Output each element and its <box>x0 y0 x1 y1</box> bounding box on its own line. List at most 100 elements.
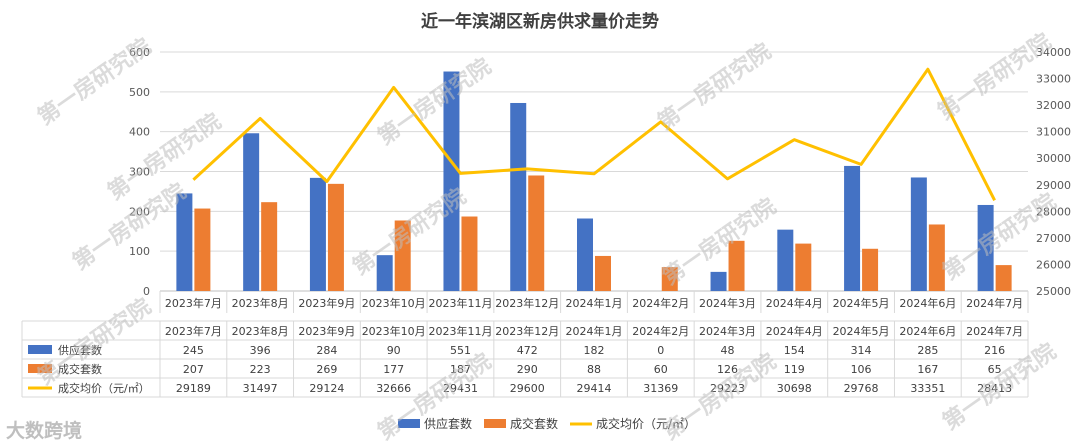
y-left-tick-label: 400 <box>129 126 150 139</box>
x-tick-label: 2023年11月 <box>428 296 492 310</box>
y-right-tick-label: 27000 <box>1036 232 1071 245</box>
bar-deals <box>862 248 879 291</box>
bar-deals <box>928 224 945 291</box>
table-cell: 207 <box>183 363 204 376</box>
x-tick-label: 2023年7月 <box>165 296 222 310</box>
table-cell: 32666 <box>376 382 411 395</box>
table-cell: 290 <box>517 363 538 376</box>
table-cell: 30698 <box>777 382 812 395</box>
table-cell: 29600 <box>510 382 545 395</box>
table-cell: 167 <box>917 363 938 376</box>
table-cell: 29189 <box>176 382 211 395</box>
table-row-label: 成交均价（元/㎡） <box>58 381 150 395</box>
table-cell: 119 <box>784 363 805 376</box>
table-legend-key <box>28 364 52 373</box>
table-cell: 29223 <box>710 382 745 395</box>
table-row-label: 成交套数 <box>58 362 102 376</box>
table-cell: 187 <box>450 363 471 376</box>
bar-supply <box>977 204 994 291</box>
table-cell: 177 <box>383 363 404 376</box>
bar-deals <box>661 267 678 291</box>
table-cell: 0 <box>657 344 664 357</box>
y-right-tick-label: 25000 <box>1036 285 1071 298</box>
x-tick-label: 2023年10月 <box>362 296 426 310</box>
bar-deals <box>461 216 478 291</box>
table-header-cell: 2024年2月 <box>632 324 689 338</box>
bar-supply <box>376 255 393 291</box>
chart-title: 近一年滨湖区新房供求量价走势 <box>421 11 659 32</box>
y-right-tick-label: 31000 <box>1036 126 1071 139</box>
table-header-cell: 2023年10月 <box>362 324 426 338</box>
table-cell: 88 <box>587 363 601 376</box>
line-avg-price <box>192 67 996 202</box>
table-row-label: 供应套数 <box>58 343 102 357</box>
table-cell: 223 <box>250 363 271 376</box>
bar-supply <box>443 71 460 291</box>
bar-supply <box>577 218 593 291</box>
bar-deals <box>261 202 278 291</box>
y-left-tick-label: 600 <box>129 46 150 59</box>
y-right-tick-label: 28000 <box>1036 205 1071 218</box>
y-left-tick-label: 100 <box>129 245 150 258</box>
table-cell: 29414 <box>577 382 612 395</box>
table-legend-key <box>28 345 52 354</box>
table-header-cell: 2024年5月 <box>833 324 890 338</box>
bar-deals <box>728 240 745 291</box>
bar-supply <box>710 271 727 291</box>
table-cell: 472 <box>517 344 538 357</box>
x-tick-label: 2024年1月 <box>566 296 623 310</box>
y-left-tick-label: 500 <box>129 86 150 99</box>
table-header-cell: 2024年3月 <box>699 324 756 338</box>
table-header-cell: 2023年7月 <box>165 324 222 338</box>
table-cell: 216 <box>984 344 1005 357</box>
legend-key <box>398 419 420 428</box>
bar-supply <box>309 177 326 291</box>
bar-deals <box>995 265 1012 291</box>
bar-deals <box>194 208 211 291</box>
bar-deals <box>327 183 344 291</box>
table-cell: 31497 <box>243 382 278 395</box>
table-cell: 396 <box>250 344 271 357</box>
table-cell: 551 <box>450 344 471 357</box>
y-left-tick-label: 300 <box>129 166 150 179</box>
y-right-tick-label: 29000 <box>1036 179 1071 192</box>
table-cell: 284 <box>316 344 337 357</box>
legend-key <box>484 419 506 428</box>
bar-supply <box>176 193 193 291</box>
table-cell: 106 <box>851 363 872 376</box>
brand-logo: 大数跨境 <box>6 416 82 443</box>
table-header-cell: 2023年9月 <box>298 324 355 338</box>
x-tick-label: 2024年5月 <box>833 296 890 310</box>
table-header-cell: 2024年6月 <box>899 324 956 338</box>
legend-label: 成交均价（元/㎡） <box>596 416 696 431</box>
table-cell: 28413 <box>977 382 1012 395</box>
x-tick-label: 2024年7月 <box>966 296 1023 310</box>
y-left-tick-label: 200 <box>129 205 150 218</box>
y-right-tick-label: 30000 <box>1036 152 1071 165</box>
x-tick-label: 2024年2月 <box>632 296 689 310</box>
x-tick-label: 2024年6月 <box>899 296 956 310</box>
x-tick-label: 2024年4月 <box>766 296 823 310</box>
table-cell: 285 <box>917 344 938 357</box>
table-header-cell: 2023年12月 <box>495 324 559 338</box>
legend-label: 成交套数 <box>510 416 558 431</box>
bar-supply <box>510 102 527 291</box>
x-tick-label: 2023年9月 <box>298 296 355 310</box>
bar-supply <box>243 133 260 291</box>
table-cell: 48 <box>721 344 735 357</box>
y-right-tick-label: 32000 <box>1036 99 1071 112</box>
table-header-cell: 2024年1月 <box>566 324 623 338</box>
y-left-tick-label: 0 <box>143 285 150 298</box>
table-header-cell: 2024年4月 <box>766 324 823 338</box>
table-cell: 29124 <box>309 382 344 395</box>
table-cell: 154 <box>784 344 805 357</box>
bar-deals <box>795 243 812 291</box>
bar-supply <box>910 177 927 291</box>
table-header-cell: 2024年7月 <box>966 324 1023 338</box>
bar-supply <box>844 165 861 291</box>
legend-label: 供应套数 <box>424 416 472 431</box>
table-cell: 314 <box>851 344 872 357</box>
y-right-tick-label: 34000 <box>1036 46 1071 59</box>
table-cell: 182 <box>584 344 605 357</box>
